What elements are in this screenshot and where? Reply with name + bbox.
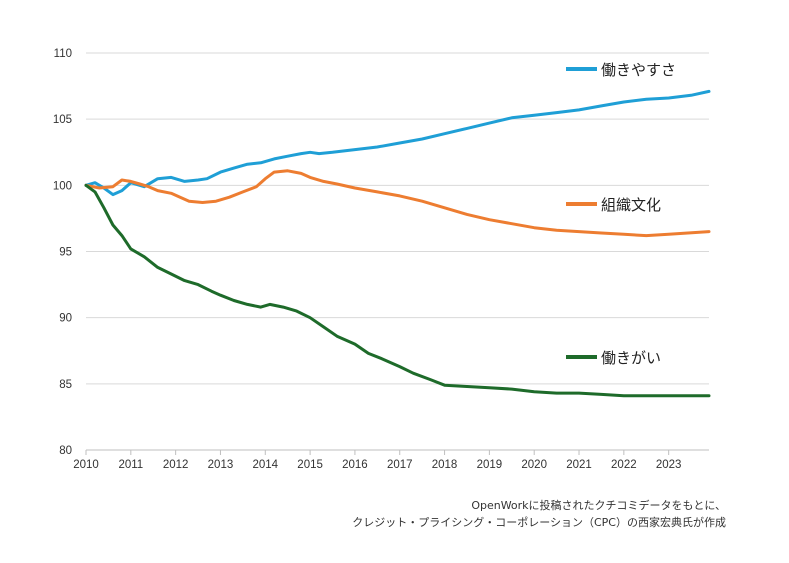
x-tick-label: 2017 [387,459,413,471]
series-line [84,169,711,238]
x-tick-label: 2010 [73,459,99,471]
x-tick-label: 2015 [297,459,323,471]
x-tick-label: 2020 [521,459,547,471]
y-tick-label: 80 [59,445,72,457]
y-tick-label: 105 [53,114,72,126]
x-tick-label: 2022 [611,459,637,471]
legend-label: 働きがい [601,349,661,367]
x-tick-label: 2018 [432,459,458,471]
y-tick-label: 90 [59,313,72,325]
y-tick-label: 110 [54,48,72,60]
x-tick-label: 2023 [656,459,682,471]
series-lines [84,89,711,398]
source-note-line-1: OpenWorkに投稿されたクチコミデータをもとに、 [471,499,726,512]
x-tick-label: 2016 [342,459,368,471]
x-tick-label: 2021 [566,459,592,471]
y-tick-label: 100 [53,180,72,192]
series-line [84,183,711,398]
y-tick-label: 85 [59,379,72,391]
x-tick-label: 2014 [252,459,278,471]
y-tick-label: 95 [59,247,72,259]
legend-label: 組織文化 [601,196,661,214]
x-tick-label: 2013 [208,459,234,471]
x-axis: 2010 2011 2012 2013 2014 2015 2016 2017 2018 2019… [73,450,681,471]
x-tick-label: 2011 [118,459,143,471]
legend-label: 働きやすさ [601,61,676,79]
y-axis: 80 85 90 95 100 105 110 [53,48,72,457]
x-tick-label: 2019 [477,459,503,471]
source-note-line-2: クレジット・プライシング・コーポレーション（CPC）の西家宏典氏が作成 [352,516,726,529]
series-line [84,89,711,197]
gridlines [86,52,709,451]
x-tick-label: 2012 [163,459,189,471]
